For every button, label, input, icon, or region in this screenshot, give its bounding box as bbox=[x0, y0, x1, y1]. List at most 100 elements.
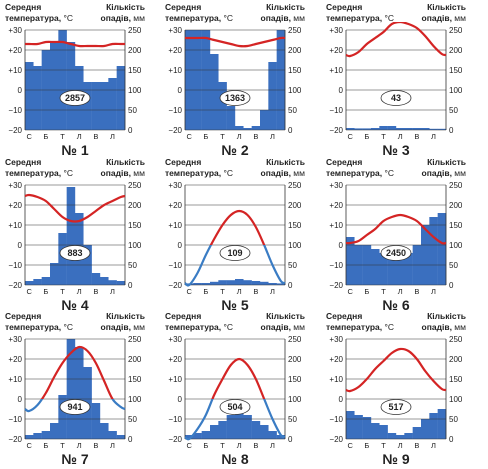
precipitation-tick-label: 150 bbox=[288, 66, 302, 75]
precipitation-bar bbox=[260, 110, 269, 130]
precipitation-tick-label: 150 bbox=[128, 66, 142, 75]
precipitation-bar bbox=[235, 126, 244, 130]
temperature-line bbox=[184, 36, 286, 48]
month-tick-label: Т bbox=[381, 287, 386, 296]
precipitation-bar bbox=[218, 280, 227, 285]
month-tick-label: Л bbox=[431, 132, 436, 141]
month-tick-label: С bbox=[347, 132, 353, 141]
temperature-title-word: температура, bbox=[5, 322, 61, 332]
precipitation-bar bbox=[226, 106, 236, 130]
temperature-title-line2: температура, °С bbox=[165, 13, 233, 23]
precipitation-tick-label: 200 bbox=[128, 355, 142, 364]
temperature-tick-label: +10 bbox=[8, 221, 22, 230]
temperature-tick-label: 0 bbox=[339, 395, 344, 404]
precipitation-title: Кількість bbox=[106, 157, 145, 167]
precipitation-bar bbox=[50, 42, 59, 130]
temperature-line bbox=[40, 345, 114, 399]
temperature-tick-label: +20 bbox=[168, 201, 182, 210]
temperature-unit: °С bbox=[61, 322, 73, 332]
precipitation-bar bbox=[116, 66, 126, 130]
month-tick-label: С bbox=[347, 441, 353, 450]
month-tick-label: С bbox=[26, 132, 32, 141]
month-tick-label: В bbox=[414, 441, 419, 450]
precipitation-bar bbox=[379, 253, 388, 285]
temperature-title: Середня bbox=[326, 311, 362, 321]
precipitation-title-line2: опадів, мм bbox=[101, 13, 146, 23]
temperature-title: Середня bbox=[165, 311, 201, 321]
month-tick-label: Т bbox=[381, 132, 386, 141]
precipitation-bar bbox=[421, 419, 430, 439]
precipitation-bar bbox=[100, 82, 109, 130]
annual-precipitation-value: 1363 bbox=[225, 93, 245, 103]
temperature-tick-label: +30 bbox=[168, 335, 182, 344]
precipitation-title: Кількість bbox=[266, 157, 305, 167]
precipitation-tick-label: 250 bbox=[449, 181, 463, 190]
month-tick-label: Б bbox=[364, 132, 369, 141]
temperature-line bbox=[24, 193, 126, 223]
month-tick-label: Т bbox=[60, 132, 65, 141]
temperature-tick-label: +10 bbox=[329, 375, 343, 384]
precipitation-tick-label: 100 bbox=[128, 241, 142, 250]
temperature-tick-label: +30 bbox=[168, 181, 182, 190]
precipitation-tick-label: 50 bbox=[288, 106, 297, 115]
temperature-tick-label: +20 bbox=[8, 46, 22, 55]
temperature-unit: °С bbox=[221, 322, 233, 332]
precipitation-tick-label: 200 bbox=[288, 201, 302, 210]
month-tick-label: Л bbox=[270, 132, 275, 141]
temperature-tick-label: +10 bbox=[329, 66, 343, 75]
annual-precipitation-oval bbox=[219, 90, 251, 106]
precipitation-title-line2: опадів, мм bbox=[422, 13, 467, 23]
precipitation-bar bbox=[66, 187, 76, 285]
precipitation-bar bbox=[108, 431, 117, 439]
precipitation-unit: мм bbox=[452, 168, 466, 178]
precipitation-bar bbox=[437, 213, 447, 285]
month-tick-label: Б bbox=[43, 441, 48, 450]
precipitation-bar bbox=[404, 433, 413, 439]
precipitation-bar bbox=[226, 415, 236, 439]
precipitation-tick-label: 200 bbox=[449, 46, 463, 55]
precipitation-title-line2: опадів, мм bbox=[101, 322, 146, 332]
precipitation-bar bbox=[354, 415, 363, 439]
annual-precipitation-value: 883 bbox=[67, 248, 82, 258]
month-tick-label: Б bbox=[43, 287, 48, 296]
temperature-line-below-zero bbox=[184, 399, 286, 441]
temperature-unit: °С bbox=[221, 13, 233, 23]
precipitation-tick-label: 250 bbox=[128, 26, 142, 35]
temperature-tick-label: −20 bbox=[168, 281, 182, 290]
temperature-tick-label: −20 bbox=[329, 281, 343, 290]
month-tick-label: Б bbox=[364, 287, 369, 296]
precipitation-bar bbox=[201, 30, 211, 130]
month-tick-label: Л bbox=[110, 132, 115, 141]
precipitation-title-word: опадів, bbox=[261, 168, 291, 178]
precipitation-bar bbox=[33, 279, 42, 285]
precipitation-bar bbox=[66, 339, 76, 439]
precipitation-bar bbox=[50, 263, 59, 285]
temperature-title: Середня bbox=[326, 2, 362, 12]
chart-number: № 4 bbox=[61, 297, 88, 313]
precipitation-bar bbox=[50, 423, 59, 439]
precipitation-bar bbox=[354, 128, 363, 130]
precipitation-tick-label: 150 bbox=[449, 221, 463, 230]
temperature-line bbox=[211, 357, 266, 399]
temperature-tick-label: 0 bbox=[178, 86, 183, 95]
precipitation-bar bbox=[268, 431, 277, 439]
precipitation-bar bbox=[362, 417, 372, 439]
precipitation-tick-label: 50 bbox=[449, 415, 458, 424]
precipitation-bar bbox=[201, 431, 211, 439]
chart-number: № 9 bbox=[382, 451, 409, 464]
temperature-tick-label: +20 bbox=[329, 46, 343, 55]
temperature-title-word: температура, bbox=[326, 322, 382, 332]
annual-precipitation-oval bbox=[380, 90, 412, 106]
temperature-tick-label: −20 bbox=[8, 281, 22, 290]
month-tick-label: С bbox=[186, 132, 192, 141]
precipitation-title-word: опадів, bbox=[101, 168, 131, 178]
precipitation-unit: мм bbox=[452, 13, 466, 23]
chart-number: № 1 bbox=[61, 142, 88, 158]
temperature-tick-label: −20 bbox=[329, 435, 343, 444]
precipitation-unit: мм bbox=[291, 13, 305, 23]
month-tick-label: Л bbox=[77, 441, 82, 450]
month-tick-label: С bbox=[186, 287, 192, 296]
precipitation-bar bbox=[243, 415, 252, 439]
